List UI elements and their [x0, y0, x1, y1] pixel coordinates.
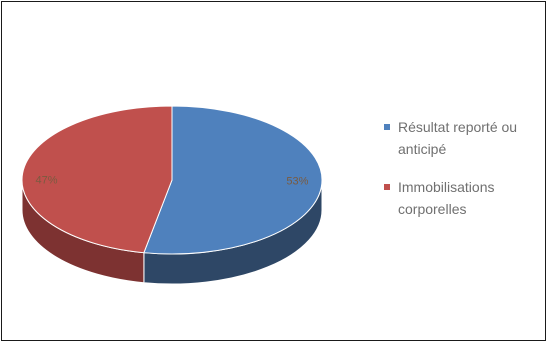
pie-slice-0 [143, 105, 323, 255]
legend-item-resultat: Résultat reporté ou anticipé [382, 116, 547, 160]
pie-slice-1 [21, 105, 173, 254]
legend-swatch-resultat [384, 124, 390, 130]
pie-data-label-0: 53% [286, 176, 308, 188]
legend-item-immobilisations: Immobilisations corporelles [382, 176, 547, 220]
legend-swatch-immobilisations [384, 184, 390, 190]
pie-data-label-1: 47% [36, 174, 58, 186]
legend-label-resultat: Résultat reporté ou anticipé [398, 119, 518, 157]
chart-legend: Résultat reporté ou anticipé Immobilisat… [382, 116, 547, 236]
legend-label-immobilisations: Immobilisations corporelles [398, 179, 495, 217]
